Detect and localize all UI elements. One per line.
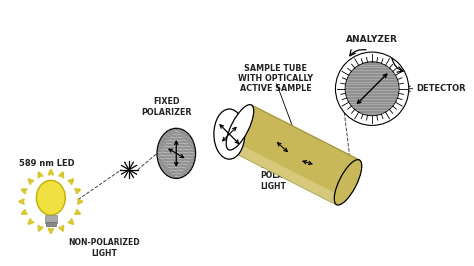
Circle shape — [345, 62, 399, 116]
Ellipse shape — [226, 105, 254, 150]
Ellipse shape — [334, 160, 362, 205]
Ellipse shape — [157, 128, 196, 178]
Polygon shape — [228, 141, 341, 205]
Text: ANALYZER: ANALYZER — [346, 35, 398, 44]
Bar — [46, 222, 55, 226]
Text: SAMPLE TUBE
WITH OPTICALLY
ACTIVE SAMPLE: SAMPLE TUBE WITH OPTICALLY ACTIVE SAMPLE — [238, 64, 313, 93]
Polygon shape — [228, 105, 359, 205]
Circle shape — [336, 52, 409, 125]
Text: NON-POLARIZED
LIGHT: NON-POLARIZED LIGHT — [68, 238, 140, 258]
Text: FIXED
POLARIZER: FIXED POLARIZER — [141, 97, 192, 117]
Text: 589 nm LED: 589 nm LED — [19, 159, 75, 168]
Bar — [45, 215, 57, 223]
Text: PLANE
POLARIZED
LIGHT: PLANE POLARIZED LIGHT — [260, 161, 309, 191]
Ellipse shape — [214, 109, 245, 159]
Ellipse shape — [36, 180, 65, 215]
Text: DETECTOR: DETECTOR — [417, 84, 466, 93]
